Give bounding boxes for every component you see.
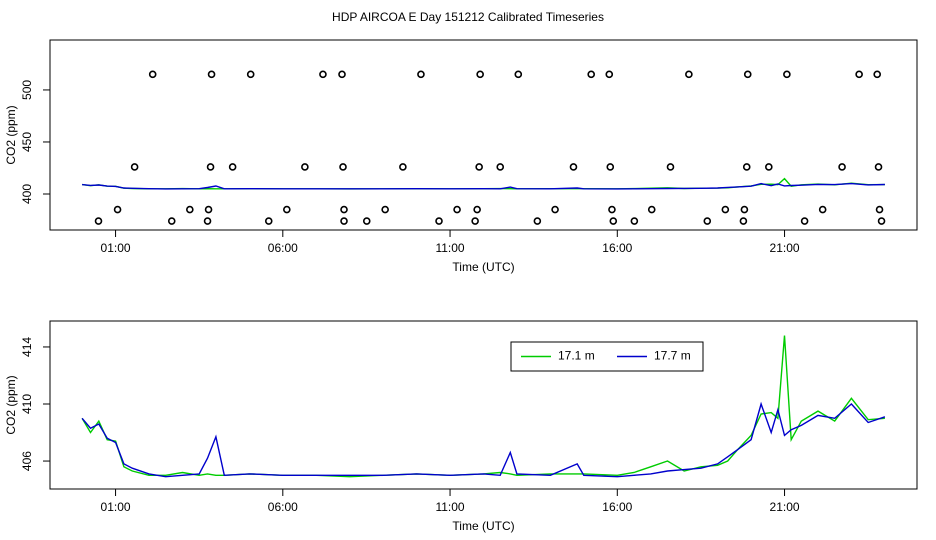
point [533,217,542,225]
point [739,217,748,225]
point [167,217,176,225]
point [435,217,443,225]
x-tick-label: 16:00 [602,241,632,255]
point [381,205,389,214]
point [453,205,461,214]
point [743,70,752,79]
line [81,335,885,478]
y-tick-label: 414 [20,337,34,357]
y-tick-label: 400 [20,184,34,204]
point [514,70,523,79]
point [362,217,371,225]
legend-label: 17.1 m [558,349,595,363]
x-axis-label: Time (UTC) [452,260,514,274]
point [742,163,751,171]
y-tick-label: 410 [20,394,34,414]
x-tick-label: 11:00 [435,500,464,514]
point [338,70,346,79]
line [81,401,886,478]
point [647,205,656,214]
y-tick-label: 406 [20,451,34,471]
point [874,163,883,171]
point [855,70,863,79]
point [877,217,886,225]
point [740,205,749,214]
x-tick-label: 21:00 [770,241,800,255]
point [471,217,479,225]
y-axis-label: CO2 (ppm) [4,375,18,434]
point [339,163,347,171]
x-tick-label: 11:00 [435,241,464,255]
y-tick-label: 450 [20,132,34,152]
x-tick-label: 06:00 [268,500,298,514]
point [94,217,103,225]
point [203,217,212,225]
point [148,70,157,79]
point [186,205,194,214]
point [609,217,618,225]
point [130,163,139,171]
point [496,163,505,171]
point [838,163,846,171]
point [206,163,215,171]
x-tick-label: 16:00 [602,500,632,514]
point [264,217,273,225]
x-tick-label: 21:00 [770,500,800,514]
point [818,205,827,214]
point [399,163,407,171]
x-axis-label: Time (UTC) [452,519,514,533]
point [875,205,884,214]
point [246,70,255,79]
point [319,70,327,79]
point [606,163,615,171]
y-axis-label: CO2 (ppm) [4,105,18,164]
point [204,205,213,214]
point [228,163,237,171]
point [800,217,809,225]
point [703,217,712,225]
plot-frame [49,39,918,231]
point [207,70,216,79]
point [476,70,484,79]
point [569,163,578,171]
point [765,163,773,171]
point [630,217,639,225]
point [605,70,614,79]
point [873,70,881,79]
point [473,205,481,214]
chart-title: HDP AIRCOA E Day 151212 Calibrated Times… [332,10,604,24]
point [475,163,483,171]
point [340,205,348,214]
point [417,70,425,79]
point [113,205,122,214]
point [340,217,348,225]
point [783,70,791,79]
point [283,205,291,214]
point [551,205,559,214]
x-tick-label: 06:00 [268,241,298,255]
plot-frame [49,320,918,490]
x-tick-label: 01:00 [101,500,131,514]
point [685,70,693,79]
point [301,163,309,171]
point [721,205,730,214]
line [82,182,885,190]
legend-label: 17.7 m [654,349,691,363]
point [666,163,675,171]
point [608,205,616,214]
y-tick-label: 500 [20,80,34,100]
x-tick-label: 01:00 [101,241,131,255]
point [587,70,596,79]
